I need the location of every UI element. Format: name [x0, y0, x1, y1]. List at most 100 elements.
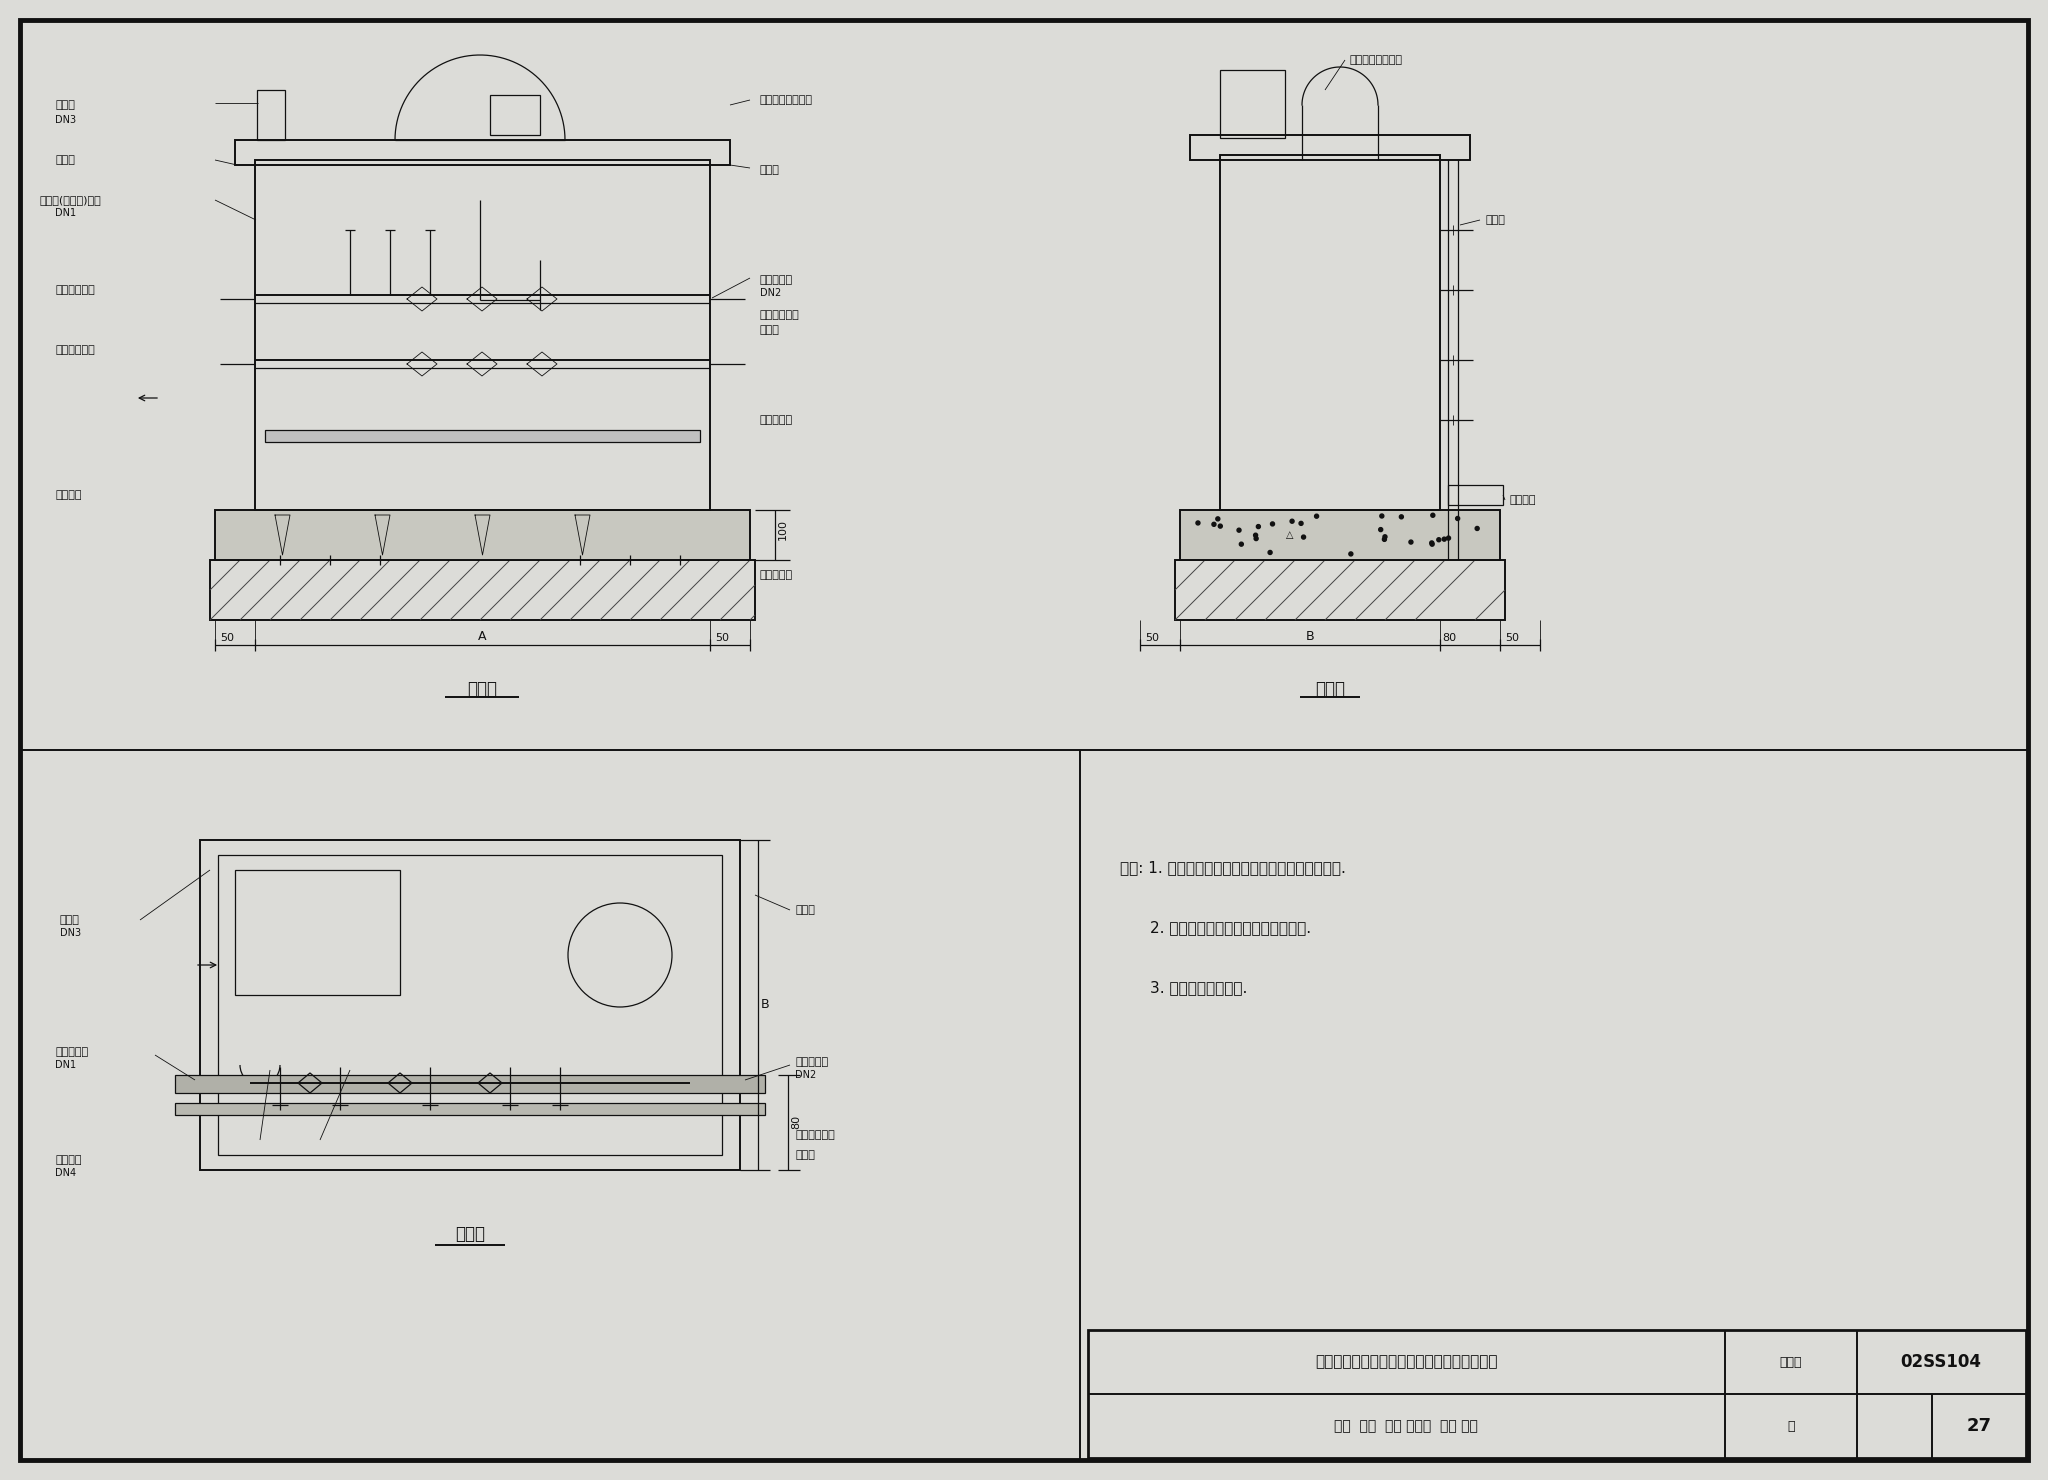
Text: 80: 80 [1442, 633, 1456, 642]
Text: 溢流管: 溢流管 [795, 904, 815, 915]
Circle shape [1315, 514, 1319, 518]
Text: 混合消毒气体软管: 混合消毒气体软管 [1350, 55, 1403, 65]
Circle shape [1298, 521, 1303, 525]
Text: DN4: DN4 [55, 1168, 76, 1178]
Circle shape [1217, 517, 1221, 521]
Text: 排氢管: 排氢管 [59, 915, 80, 925]
Text: DN1: DN1 [55, 209, 76, 218]
Circle shape [1270, 522, 1274, 525]
Text: A: A [477, 630, 485, 642]
Text: 说明: 1. 图中未标注尺寸详见有关生产厂家产品样本.: 说明: 1. 图中未标注尺寸详见有关生产厂家产品样本. [1120, 860, 1346, 875]
Text: B: B [1307, 630, 1315, 642]
Text: DN2: DN2 [795, 1070, 817, 1080]
Text: 侧面图: 侧面图 [1315, 679, 1346, 699]
Text: 自来水进口: 自来水进口 [55, 1046, 88, 1057]
Bar [236, 141, 729, 164]
Text: 2. 设备冷却水由自来水进水管上接引.: 2. 设备冷却水由自来水进水管上接引. [1151, 921, 1311, 935]
Text: 消毒液出口: 消毒液出口 [760, 275, 793, 286]
Bar [1221, 155, 1440, 511]
Text: 图集号: 图集号 [1780, 1356, 1802, 1369]
Text: 溢流管: 溢流管 [55, 155, 76, 164]
Bar [1190, 135, 1470, 160]
Text: 混合消毒气体软管: 混合消毒气体软管 [760, 95, 813, 105]
Text: 页: 页 [1788, 1419, 1794, 1433]
Circle shape [1350, 552, 1354, 556]
Text: 排水总管: 排水总管 [55, 490, 82, 500]
Text: 排水总管: 排水总管 [1509, 494, 1536, 505]
Circle shape [1268, 551, 1272, 555]
Text: △: △ [1286, 530, 1294, 540]
Circle shape [1303, 536, 1305, 539]
Circle shape [1380, 514, 1384, 518]
Text: 排碱管: 排碱管 [760, 326, 780, 334]
Text: DN2: DN2 [760, 289, 780, 297]
Circle shape [1446, 536, 1450, 540]
Text: 27: 27 [1966, 1416, 1991, 1436]
Text: 压力水(自来水)进口: 压力水(自来水)进口 [41, 195, 102, 206]
Text: 50: 50 [1145, 633, 1159, 642]
Bar [201, 841, 739, 1171]
Text: 电解法二氧化氯复合消毒剂发生器（一体式）: 电解法二氧化氯复合消毒剂发生器（一体式） [1315, 1354, 1497, 1369]
Text: 冷却水出水管: 冷却水出水管 [760, 309, 801, 320]
Text: 100: 100 [778, 519, 788, 540]
Bar [217, 855, 723, 1154]
Bar [256, 90, 285, 141]
Bar [1176, 559, 1505, 620]
Bar [1221, 70, 1284, 138]
Text: 水射器: 水射器 [760, 164, 780, 175]
Bar [264, 431, 700, 443]
Bar [211, 559, 756, 620]
Text: 3. 发生器另配电控柜.: 3. 发生器另配电控柜. [1151, 980, 1247, 995]
Circle shape [1239, 542, 1243, 546]
Circle shape [1378, 527, 1382, 531]
Text: 排碱管: 排碱管 [795, 1150, 815, 1160]
Text: 50: 50 [1505, 633, 1520, 642]
Circle shape [1237, 528, 1241, 533]
Text: 排氢管: 排氢管 [55, 101, 76, 110]
Circle shape [1255, 524, 1260, 528]
Text: DN3: DN3 [55, 115, 76, 124]
Text: 冷却水出水管: 冷却水出水管 [55, 345, 94, 355]
Circle shape [1409, 540, 1413, 545]
Text: 02SS104: 02SS104 [1901, 1353, 1982, 1370]
Circle shape [1219, 524, 1223, 528]
Circle shape [1430, 542, 1434, 546]
Bar [236, 870, 399, 995]
Text: 地面或楼板: 地面或楼板 [760, 570, 793, 580]
Text: 立面图: 立面图 [467, 679, 498, 699]
Bar [1448, 485, 1503, 505]
Circle shape [1253, 533, 1257, 537]
Circle shape [1438, 537, 1442, 542]
Circle shape [1212, 522, 1217, 527]
Text: 消毒液出口: 消毒液出口 [795, 1057, 827, 1067]
Text: 50: 50 [219, 633, 233, 642]
Bar [489, 95, 541, 135]
Circle shape [1475, 527, 1479, 530]
Circle shape [1456, 517, 1460, 521]
Circle shape [1399, 515, 1403, 519]
Text: 审核  东化  校对 孔何马  设计 印彩: 审核 东化 校对 孔何马 设计 印彩 [1333, 1419, 1479, 1433]
Circle shape [1196, 521, 1200, 525]
Circle shape [1290, 519, 1294, 524]
Bar [174, 1074, 766, 1094]
Bar [174, 1103, 766, 1114]
Text: DN3: DN3 [59, 928, 82, 938]
Text: 50: 50 [715, 633, 729, 642]
Circle shape [1442, 537, 1446, 542]
Circle shape [1253, 537, 1257, 540]
Text: 80: 80 [791, 1114, 801, 1129]
Circle shape [1382, 534, 1386, 539]
Circle shape [1382, 537, 1386, 542]
Circle shape [1430, 540, 1434, 545]
Text: 排水总管: 排水总管 [55, 1154, 82, 1165]
Text: 平面图: 平面图 [455, 1225, 485, 1243]
Text: B: B [762, 999, 770, 1011]
Circle shape [1432, 514, 1436, 517]
Bar [215, 511, 750, 559]
Text: 消毒器基础: 消毒器基础 [760, 414, 793, 425]
Bar [256, 160, 711, 511]
Text: 冷却水出水管: 冷却水出水管 [795, 1131, 836, 1140]
Text: 冷却水进水管: 冷却水进水管 [55, 286, 94, 295]
Bar [1180, 511, 1499, 559]
Bar [1087, 1331, 2025, 1458]
